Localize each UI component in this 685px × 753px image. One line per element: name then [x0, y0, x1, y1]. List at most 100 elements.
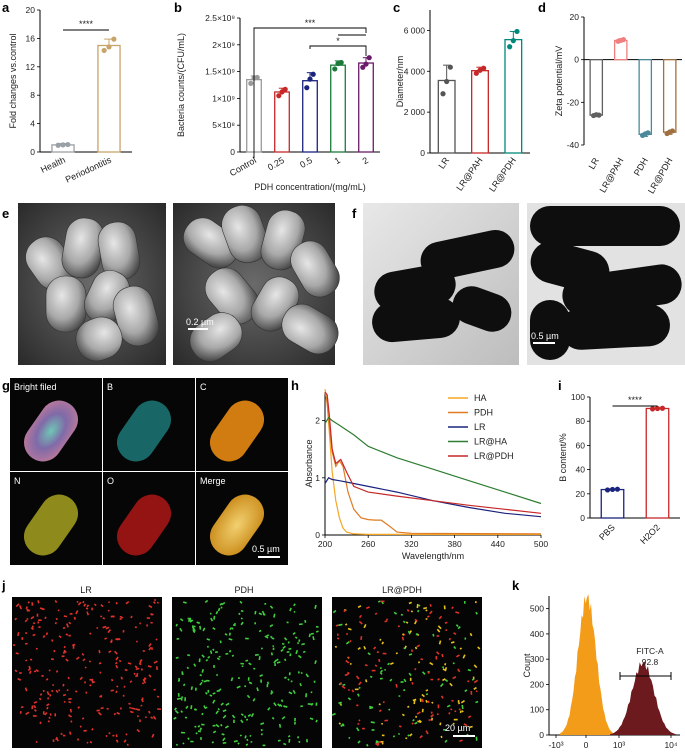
j-speck	[310, 691, 313, 694]
j-speck	[297, 654, 302, 659]
j-speck	[264, 602, 267, 605]
j-speck	[376, 651, 380, 654]
h-xtick-label-3: 380	[448, 539, 462, 549]
j-speck	[379, 667, 382, 670]
j-speck	[228, 632, 232, 636]
c-point-1-2	[481, 65, 487, 71]
j-speck	[220, 606, 223, 609]
d-xtick-label-0: LR	[587, 156, 602, 171]
j-speck	[63, 615, 68, 618]
j-title-pdh: PDH	[234, 585, 253, 595]
j-speck	[150, 716, 154, 720]
j-speck	[437, 625, 442, 630]
j-speck	[197, 724, 201, 728]
j-speck	[403, 689, 406, 692]
j-speck	[40, 607, 45, 611]
j-speck	[430, 678, 434, 681]
j-speck	[140, 668, 143, 671]
j-speck	[24, 619, 28, 623]
h-series-line-3	[324, 416, 542, 505]
j-speck	[186, 666, 190, 670]
j-speck	[220, 702, 224, 706]
j-speck	[33, 670, 37, 673]
a-xtick-label-1: Periodontitis	[64, 155, 114, 185]
j-speck	[451, 699, 454, 702]
j-speck	[340, 682, 342, 685]
j-speck	[148, 643, 152, 647]
j-speck	[119, 707, 122, 710]
j-speck	[429, 662, 434, 666]
j-speck	[115, 664, 119, 669]
c-point-1-0	[473, 70, 479, 76]
j-speck	[382, 652, 387, 655]
j-speck	[252, 698, 256, 702]
panel-label-k: k	[512, 578, 520, 593]
j-speck	[177, 679, 180, 682]
j-speck	[246, 718, 249, 721]
h-legend-label-3: LR@HA	[474, 437, 507, 447]
j-speck	[407, 734, 410, 737]
j-speck	[37, 621, 40, 624]
j-speck	[283, 742, 287, 746]
j-speck	[294, 717, 296, 722]
j-speck	[204, 599, 209, 604]
scale-label-g: 0.5 µm	[252, 544, 280, 554]
j-speck	[336, 633, 339, 636]
j-speck	[190, 705, 193, 710]
j-speck	[346, 656, 350, 659]
j-speck	[288, 647, 292, 650]
j-speck	[55, 689, 59, 694]
j-speck	[279, 703, 283, 708]
j-speck	[110, 678, 114, 682]
tile-label-merge: Merge	[200, 476, 226, 486]
j-speck	[14, 669, 18, 673]
h-series-line-1	[324, 391, 542, 535]
j-speck	[33, 709, 37, 712]
c-ytick-label-3: 6 000	[404, 25, 426, 35]
j-speck	[212, 627, 216, 631]
a-ytick-label-3: 12	[26, 62, 36, 72]
j-speck	[218, 655, 221, 658]
j-speck	[115, 734, 118, 738]
j-speck	[274, 663, 276, 667]
j-speck	[419, 735, 423, 739]
j-speck	[457, 626, 461, 630]
j-speck	[307, 703, 312, 705]
j-speck	[467, 680, 470, 683]
j-speck	[431, 701, 434, 704]
j-speck	[384, 619, 388, 623]
j-speck	[436, 713, 439, 716]
j-speck	[461, 704, 464, 710]
j-speck	[421, 693, 425, 698]
j-speck	[377, 600, 381, 603]
j-speck	[283, 637, 288, 641]
j-speck	[289, 653, 292, 657]
j-speck	[354, 688, 359, 691]
k-histogram-1	[610, 661, 676, 735]
j-speck	[69, 708, 73, 713]
panel-label-e: e	[2, 206, 9, 221]
j-speck	[446, 704, 451, 708]
j-speck	[381, 742, 384, 745]
j-speck	[110, 689, 114, 692]
j-speck	[200, 737, 202, 740]
j-speck	[206, 638, 211, 641]
h-legend-label-0: HA	[474, 393, 487, 403]
j-speck	[315, 625, 319, 628]
j-speck	[81, 717, 85, 720]
scale-label-j: 20 µm	[445, 723, 470, 733]
j-speck	[406, 609, 410, 612]
j-speck	[46, 703, 50, 707]
j-speck	[114, 650, 118, 655]
j-speck	[203, 679, 208, 683]
j-speck	[338, 701, 342, 704]
j-speck	[28, 665, 32, 670]
j-speck	[314, 604, 317, 609]
j-speck	[68, 621, 72, 625]
j-speck	[344, 623, 348, 626]
j-speck	[256, 687, 259, 692]
b-point-1-0	[276, 93, 282, 99]
j-speck	[401, 633, 405, 636]
j-speck	[179, 627, 183, 632]
j-speck	[85, 691, 88, 694]
